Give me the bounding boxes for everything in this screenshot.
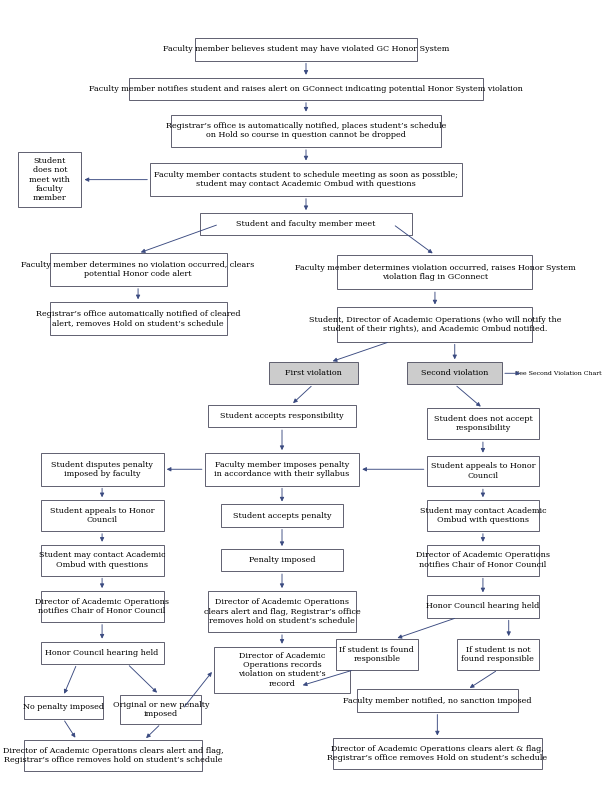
FancyBboxPatch shape	[40, 500, 163, 531]
FancyBboxPatch shape	[204, 453, 359, 485]
Text: See Second Violation Chart: See Second Violation Chart	[515, 371, 601, 375]
FancyBboxPatch shape	[18, 152, 81, 208]
FancyBboxPatch shape	[269, 362, 357, 384]
Text: If student is found
responsible: If student is found responsible	[340, 645, 414, 663]
FancyBboxPatch shape	[207, 591, 356, 632]
Text: Faculty member determines violation occurred, raises Honor System
violation flag: Faculty member determines violation occu…	[294, 264, 575, 281]
Text: Second violation: Second violation	[421, 369, 488, 377]
Text: Registrar’s office is automatically notified, places student’s schedule
on Hold : Registrar’s office is automatically noti…	[166, 122, 446, 139]
FancyBboxPatch shape	[337, 255, 532, 289]
Text: No penalty imposed: No penalty imposed	[23, 703, 103, 711]
FancyBboxPatch shape	[150, 163, 462, 196]
FancyBboxPatch shape	[171, 115, 441, 147]
Text: Director of Academic Operations
clears alert and flag, Registrar’s office
remove: Director of Academic Operations clears a…	[204, 598, 360, 625]
Text: Student appeals to Honor
Council: Student appeals to Honor Council	[431, 463, 535, 480]
Text: Student may contact Academic
Ombud with questions: Student may contact Academic Ombud with …	[39, 551, 165, 569]
FancyBboxPatch shape	[457, 639, 539, 670]
Text: If student is not
found responsible: If student is not found responsible	[461, 645, 534, 663]
Text: Director of Academic Operations
notifies Chair of Honor Council: Director of Academic Operations notifies…	[416, 551, 550, 569]
Text: Director of Academic Operations clears alert and flag,
Registrar’s office remove: Director of Academic Operations clears a…	[2, 747, 223, 764]
Text: Faculty member imposes penalty
in accordance with their syllabus: Faculty member imposes penalty in accord…	[214, 461, 349, 478]
FancyBboxPatch shape	[357, 690, 518, 712]
FancyBboxPatch shape	[121, 695, 201, 724]
Text: Registrar’s office automatically notified of cleared
alert, removes Hold on stud: Registrar’s office automatically notifie…	[36, 310, 241, 327]
FancyBboxPatch shape	[220, 549, 343, 571]
Text: Student and faculty member meet: Student and faculty member meet	[236, 220, 376, 228]
Text: Honor Council hearing held: Honor Council hearing held	[427, 603, 540, 611]
Text: Student, Director of Academic Operations (who will notify the
student of their r: Student, Director of Academic Operations…	[308, 316, 561, 333]
FancyBboxPatch shape	[333, 738, 542, 769]
Text: Student does not accept
responsibility: Student does not accept responsibility	[433, 415, 532, 432]
FancyBboxPatch shape	[408, 362, 502, 384]
Text: Honor Council hearing held: Honor Council hearing held	[45, 649, 159, 657]
FancyBboxPatch shape	[207, 405, 356, 427]
FancyBboxPatch shape	[129, 78, 483, 100]
FancyBboxPatch shape	[427, 545, 539, 576]
FancyBboxPatch shape	[195, 38, 417, 60]
Text: Faculty member notified, no sanction imposed: Faculty member notified, no sanction imp…	[343, 697, 532, 705]
FancyBboxPatch shape	[50, 303, 226, 335]
Text: Faculty member determines no violation occurred, clears
potential Honor code ale: Faculty member determines no violation o…	[21, 261, 255, 278]
Text: Faculty member notifies student and raises alert on GConnect indicating potentia: Faculty member notifies student and rais…	[89, 85, 523, 93]
Text: Penalty imposed: Penalty imposed	[248, 556, 315, 564]
FancyBboxPatch shape	[220, 505, 343, 527]
Text: Student accepts responsibility: Student accepts responsibility	[220, 412, 344, 420]
Text: Faculty member contacts student to schedule meeting as soon as possible;
student: Faculty member contacts student to sched…	[154, 171, 458, 188]
Text: Original or new penalty
imposed: Original or new penalty imposed	[113, 701, 209, 718]
Text: Director of Academic
Operations records
violation on student’s
record: Director of Academic Operations records …	[238, 652, 326, 687]
FancyBboxPatch shape	[337, 307, 532, 341]
FancyBboxPatch shape	[23, 696, 103, 718]
Text: First violation: First violation	[285, 369, 341, 377]
FancyBboxPatch shape	[40, 591, 163, 622]
Text: Director of Academic Operations clears alert & flag,
Registrar’s office removes : Director of Academic Operations clears a…	[327, 745, 547, 763]
FancyBboxPatch shape	[40, 453, 163, 485]
FancyBboxPatch shape	[427, 455, 539, 486]
Text: Faculty member believes student may have violated GC Honor System: Faculty member believes student may have…	[163, 45, 449, 53]
FancyBboxPatch shape	[214, 646, 351, 693]
FancyBboxPatch shape	[427, 409, 539, 440]
Text: Director of Academic Operations
notifies Chair of Honor Council: Director of Academic Operations notifies…	[35, 598, 169, 615]
Text: Student accepts penalty: Student accepts penalty	[233, 512, 331, 520]
FancyBboxPatch shape	[427, 500, 539, 531]
FancyBboxPatch shape	[23, 740, 202, 771]
Text: Student
does not
meet with
faculty
member: Student does not meet with faculty membe…	[29, 158, 70, 202]
FancyBboxPatch shape	[40, 642, 163, 664]
FancyBboxPatch shape	[40, 545, 163, 576]
FancyBboxPatch shape	[200, 213, 412, 235]
Text: Student disputes penalty
imposed by faculty: Student disputes penalty imposed by facu…	[51, 461, 153, 478]
Text: Student appeals to Honor
Council: Student appeals to Honor Council	[50, 507, 154, 524]
FancyBboxPatch shape	[50, 253, 226, 286]
FancyBboxPatch shape	[427, 596, 539, 618]
FancyBboxPatch shape	[336, 639, 417, 670]
Text: Student may contact Academic
Ombud with questions: Student may contact Academic Ombud with …	[420, 507, 547, 524]
